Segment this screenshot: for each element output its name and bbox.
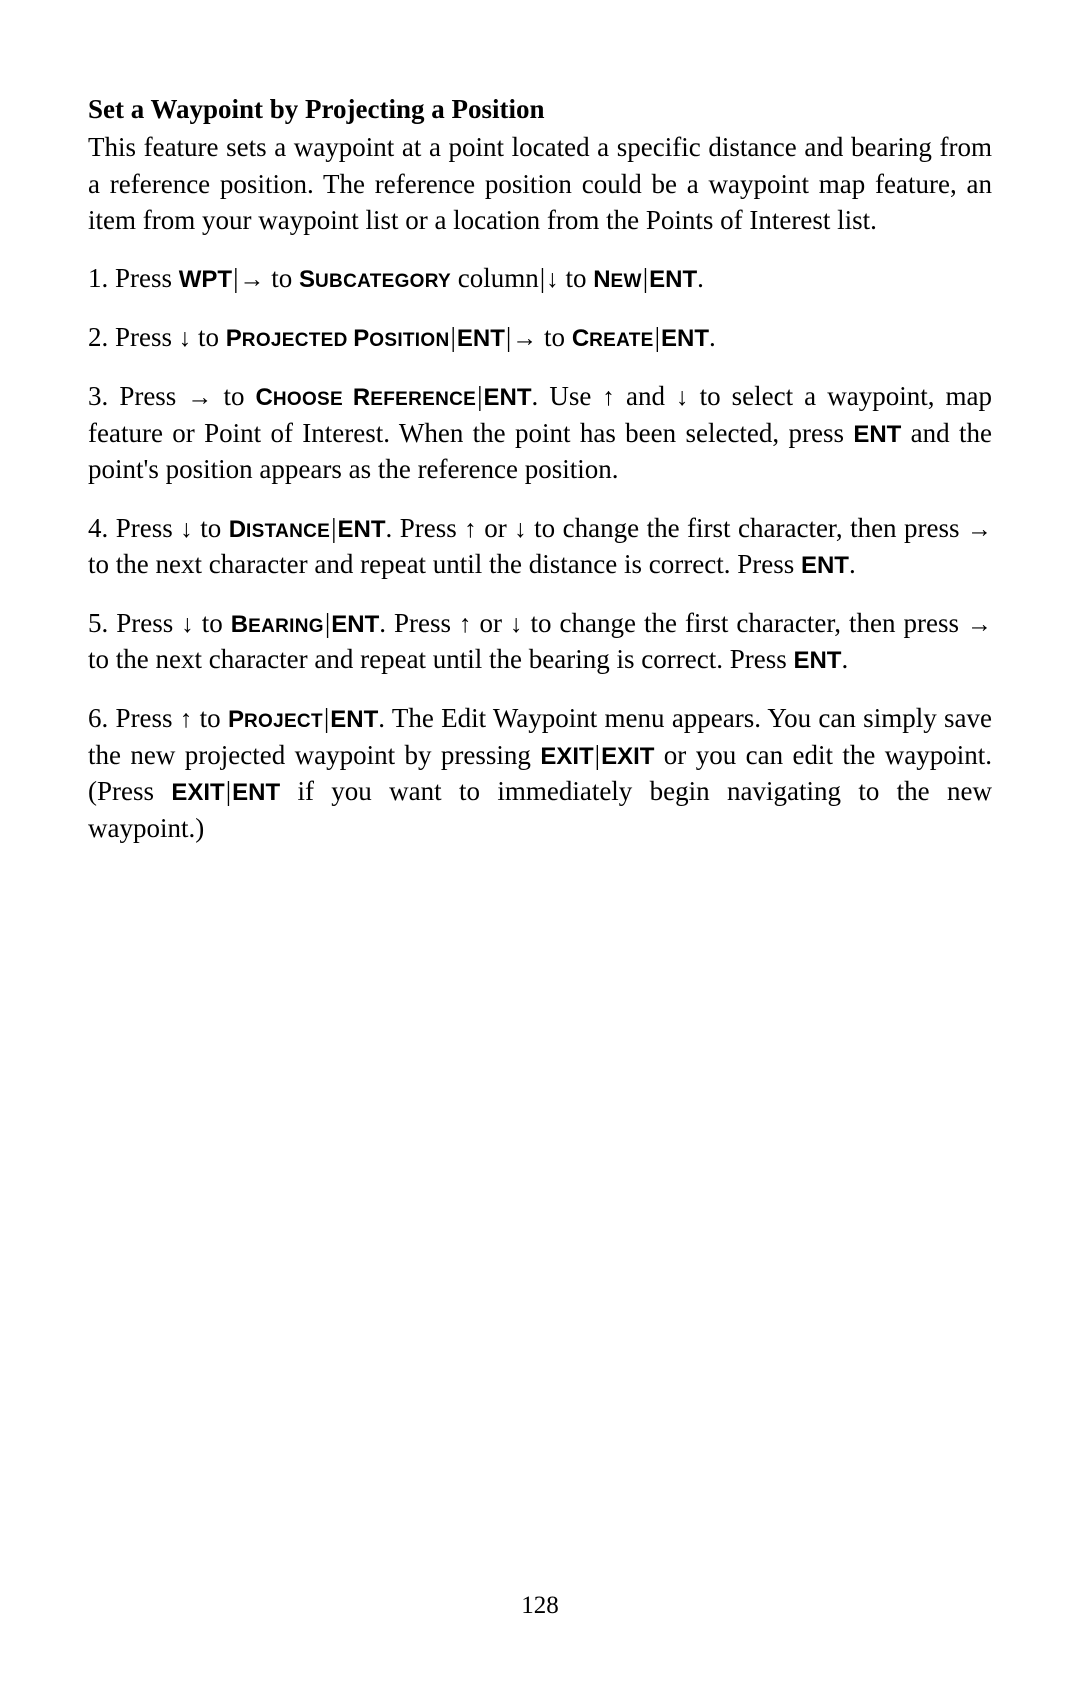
key-ent: ENT xyxy=(801,552,849,579)
sc-bearing: BEARING xyxy=(231,611,324,638)
text: 5. Press xyxy=(88,608,181,638)
text: 3. Press xyxy=(88,381,187,411)
text: 1. Press xyxy=(88,263,179,293)
key-ent: ENT xyxy=(331,611,379,638)
right-arrow-icon: → xyxy=(967,515,992,543)
down-arrow-icon: ↓ xyxy=(179,324,192,352)
key-exit: EXIT xyxy=(540,743,593,770)
text: to xyxy=(192,703,228,733)
text: . xyxy=(849,549,856,579)
key-exit: EXIT xyxy=(171,779,224,806)
pipe: | xyxy=(594,740,601,770)
sc-new: NEW xyxy=(593,266,642,293)
down-arrow-icon: ↓ xyxy=(180,515,193,543)
text: . Press xyxy=(379,608,459,638)
text: to xyxy=(191,322,226,352)
pipe: | xyxy=(476,381,483,411)
sc-projected-position: PROJECTED POSITION xyxy=(226,325,450,352)
text: to change the first character, then pres… xyxy=(527,513,967,543)
down-arrow-icon: ↓ xyxy=(510,610,523,638)
document-page: Set a Waypoint by Projecting a Position … xyxy=(0,0,1080,1682)
key-ent: ENT xyxy=(457,325,505,352)
key-ent: ENT xyxy=(330,706,378,733)
text: to xyxy=(537,322,572,352)
key-wpt: WPT xyxy=(179,266,232,293)
text: to the next character and repeat until t… xyxy=(88,549,801,579)
text: and xyxy=(615,381,676,411)
step-6: 6. Press ↑ to PROJECT|ENT. The Edit Wayp… xyxy=(88,700,992,846)
step-4: 4. Press ↓ to DISTANCE|ENT. Press ↑ or ↓… xyxy=(88,510,992,583)
text: to xyxy=(193,513,229,543)
text: . xyxy=(697,263,704,293)
key-ent: ENT xyxy=(661,325,709,352)
text: 2. Press xyxy=(88,322,179,352)
up-arrow-icon: ↑ xyxy=(459,610,472,638)
key-ent: ENT xyxy=(793,647,841,674)
text: to xyxy=(265,263,300,293)
pipe: | xyxy=(225,776,232,806)
sc-project: PROJECT xyxy=(228,706,323,733)
text: or xyxy=(472,608,511,638)
right-arrow-icon: → xyxy=(967,610,992,638)
text: . xyxy=(709,322,716,352)
down-arrow-icon: ↓ xyxy=(676,383,689,411)
key-ent: ENT xyxy=(338,516,386,543)
pipe: | xyxy=(330,513,337,543)
up-arrow-icon: ↑ xyxy=(464,515,477,543)
text: . xyxy=(841,644,848,674)
right-arrow-icon: → xyxy=(512,324,537,352)
step-5: 5. Press ↓ to BEARING|ENT. Press ↑ or ↓ … xyxy=(88,605,992,678)
down-arrow-icon: ↓ xyxy=(514,515,527,543)
right-arrow-icon: → xyxy=(240,265,265,293)
intro-paragraph: This feature sets a waypoint at a point … xyxy=(88,129,992,238)
right-arrow-icon: → xyxy=(187,383,212,411)
sc-subcategory: SUBCATEGORY xyxy=(299,266,451,293)
key-ent: ENT xyxy=(853,421,901,448)
step-2: 2. Press ↓ to PROJECTED POSITION|ENT|→ t… xyxy=(88,319,992,356)
key-exit: EXIT xyxy=(601,743,654,770)
sc-choose-reference: CHOOSE REFERENCE xyxy=(256,384,477,411)
step-3: 3. Press → to CHOOSE REFERENCE|ENT. Use … xyxy=(88,378,992,488)
text: to xyxy=(559,263,594,293)
pipe: | xyxy=(232,263,239,293)
up-arrow-icon: ↑ xyxy=(602,383,615,411)
sc-create: CREATE xyxy=(572,325,654,352)
sc-distance: DISTANCE xyxy=(229,516,330,543)
text: to xyxy=(194,608,231,638)
step-1: 1. Press WPT|→ to SUBCATEGORY column|↓ t… xyxy=(88,260,992,297)
text: column xyxy=(451,263,539,293)
text: to change the first character, then pres… xyxy=(523,608,968,638)
pipe: | xyxy=(449,322,456,352)
pipe: | xyxy=(654,322,661,352)
text: . Use xyxy=(532,381,603,411)
text: to xyxy=(212,381,255,411)
text: 4. Press xyxy=(88,513,180,543)
up-arrow-icon: ↑ xyxy=(180,705,193,733)
text: to the next character and repeat until t… xyxy=(88,644,793,674)
text: or xyxy=(477,513,514,543)
down-arrow-icon: ↓ xyxy=(546,265,559,293)
key-ent: ENT xyxy=(232,779,280,806)
key-ent: ENT xyxy=(484,384,532,411)
down-arrow-icon: ↓ xyxy=(181,610,194,638)
text: 6. Press xyxy=(88,703,180,733)
section-heading: Set a Waypoint by Projecting a Position xyxy=(88,92,992,127)
page-number: 128 xyxy=(0,1592,1080,1620)
key-ent: ENT xyxy=(649,266,697,293)
text: . Press xyxy=(386,513,465,543)
